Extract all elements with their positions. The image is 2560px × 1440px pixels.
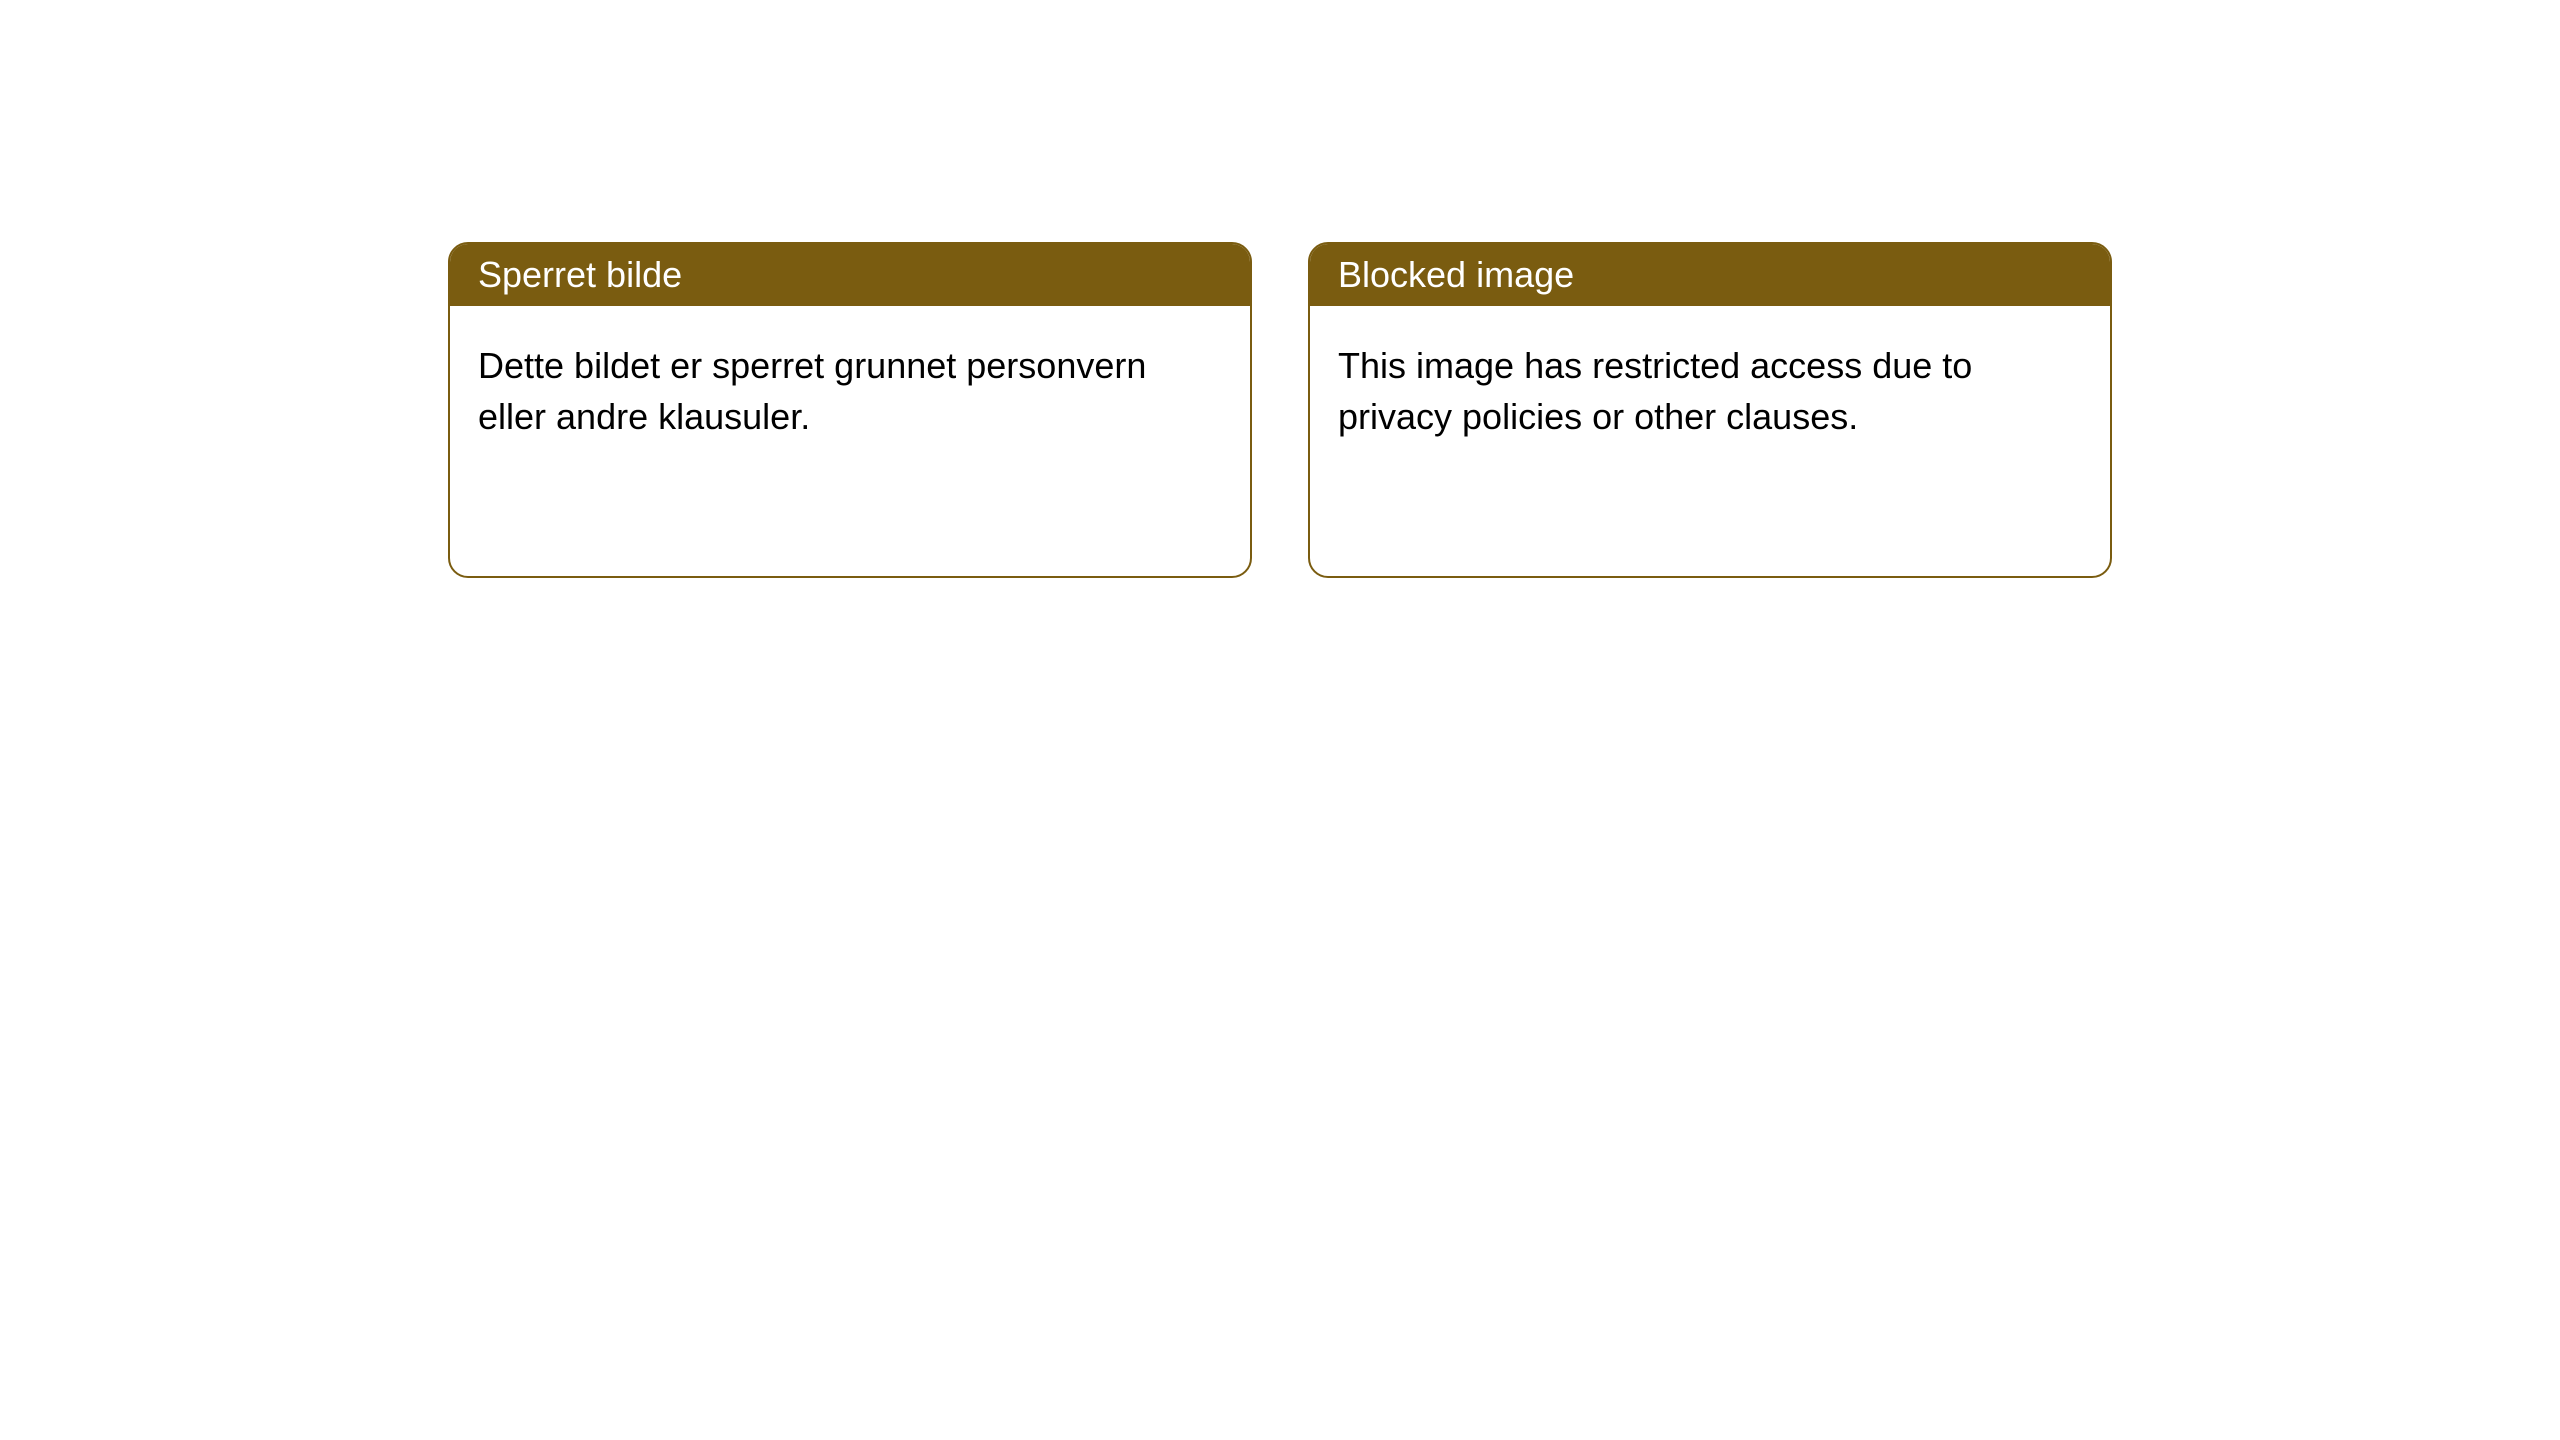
- card-body-no: Dette bildet er sperret grunnet personve…: [450, 306, 1250, 476]
- card-title-no: Sperret bilde: [450, 244, 1250, 306]
- notice-container: Sperret bilde Dette bildet er sperret gr…: [0, 0, 2560, 578]
- card-title-en: Blocked image: [1310, 244, 2110, 306]
- card-body-en: This image has restricted access due to …: [1310, 306, 2110, 476]
- blocked-image-card-en: Blocked image This image has restricted …: [1308, 242, 2112, 578]
- blocked-image-card-no: Sperret bilde Dette bildet er sperret gr…: [448, 242, 1252, 578]
